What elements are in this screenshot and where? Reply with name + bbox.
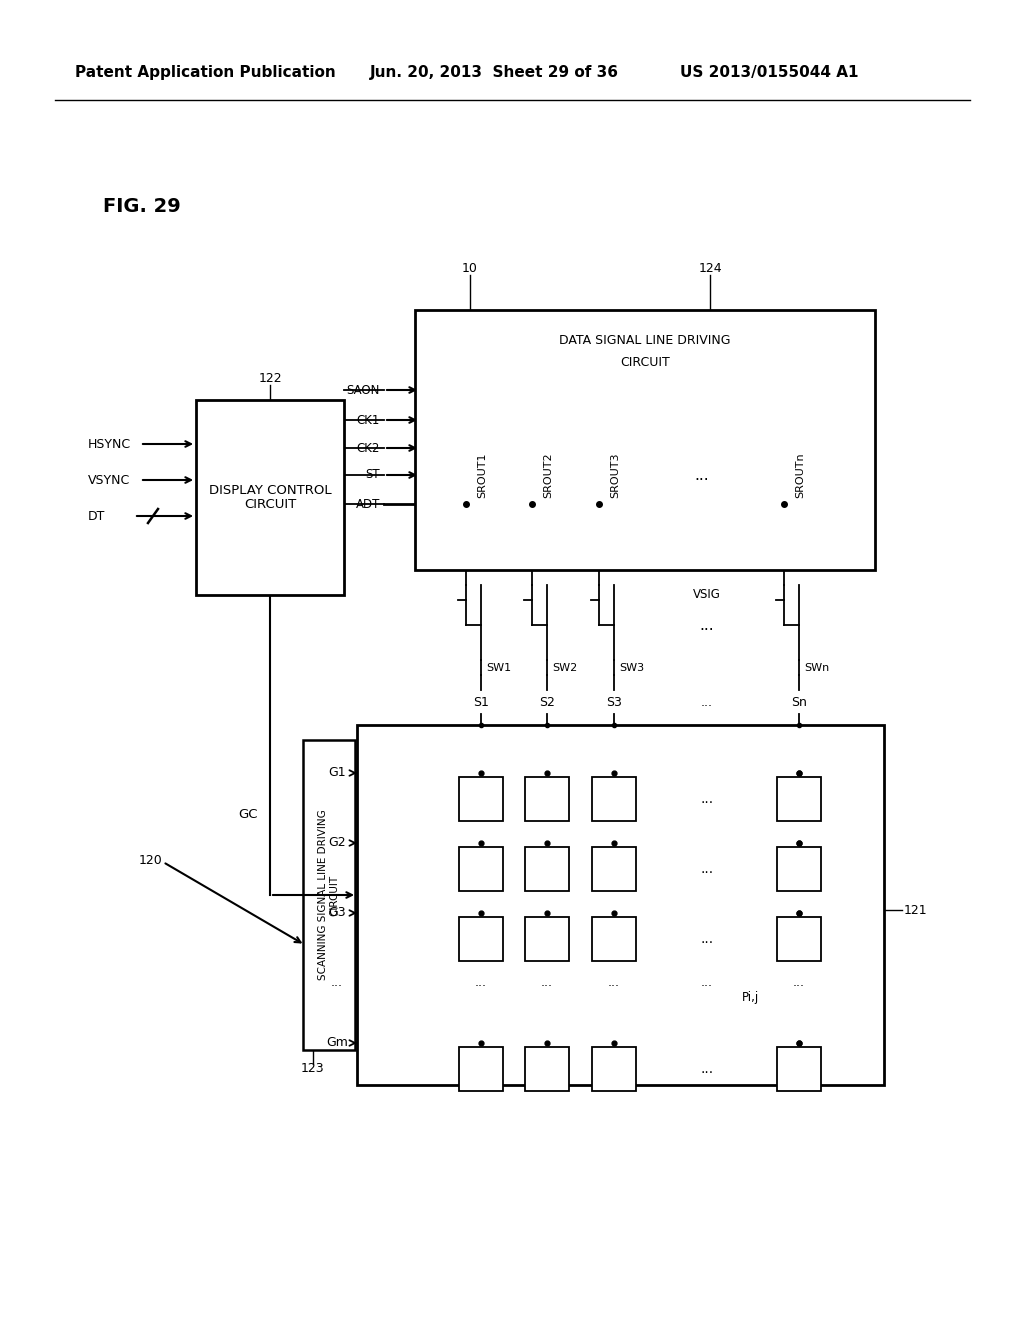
Text: DATA SIGNAL LINE DRIVING: DATA SIGNAL LINE DRIVING [559, 334, 731, 346]
Bar [592, 917, 636, 961]
Text: 122: 122 [258, 371, 282, 384]
Text: 124: 124 [698, 261, 722, 275]
Text: SW2: SW2 [552, 663, 578, 673]
Text: ...: ... [331, 977, 343, 990]
Text: SROUTn: SROUTn [795, 453, 805, 498]
Bar [525, 1047, 569, 1092]
Bar [592, 1047, 636, 1092]
Bar [196, 400, 344, 595]
Text: ...: ... [694, 467, 710, 483]
Text: VSYNC: VSYNC [88, 474, 130, 487]
Text: ...: ... [700, 792, 714, 807]
Text: SROUT1: SROUT1 [477, 453, 487, 498]
Text: G2: G2 [328, 837, 346, 850]
Bar [525, 777, 569, 821]
Text: 123: 123 [301, 1061, 325, 1074]
Text: SROUT3: SROUT3 [610, 453, 620, 498]
Text: SW3: SW3 [618, 663, 644, 673]
Text: SROUT2: SROUT2 [543, 453, 553, 498]
Text: SAON: SAON [347, 384, 380, 396]
Text: ...: ... [700, 932, 714, 946]
Bar [777, 777, 821, 821]
Text: S2: S2 [539, 696, 555, 709]
Text: G3: G3 [328, 907, 346, 920]
Bar [459, 847, 503, 891]
Text: ...: ... [475, 977, 487, 990]
Text: Sn: Sn [792, 696, 807, 709]
Text: Patent Application Publication: Patent Application Publication [75, 65, 336, 79]
Text: Pi,j: Pi,j [742, 991, 759, 1005]
Text: CK1: CK1 [356, 413, 380, 426]
Text: ...: ... [701, 696, 713, 709]
Text: HSYNC: HSYNC [88, 437, 131, 450]
Text: US 2013/0155044 A1: US 2013/0155044 A1 [680, 65, 858, 79]
Text: 120: 120 [138, 854, 162, 866]
Bar [525, 917, 569, 961]
Text: DT: DT [88, 510, 105, 523]
Text: ...: ... [541, 977, 553, 990]
Bar [303, 741, 355, 1049]
Text: ST: ST [366, 469, 380, 482]
Bar [592, 777, 636, 821]
Text: SWn: SWn [804, 663, 829, 673]
Text: ...: ... [701, 977, 713, 990]
Text: S1: S1 [473, 696, 488, 709]
Text: CK2: CK2 [356, 441, 380, 454]
Text: VSIG: VSIG [693, 589, 721, 602]
Bar [357, 725, 884, 1085]
Bar [525, 847, 569, 891]
Text: ...: ... [700, 862, 714, 876]
Bar [777, 917, 821, 961]
Bar [459, 917, 503, 961]
Text: ...: ... [793, 977, 805, 990]
Text: SW1: SW1 [486, 663, 511, 673]
Bar [777, 1047, 821, 1092]
Text: S3: S3 [606, 696, 622, 709]
Text: ...: ... [699, 618, 715, 632]
Bar [459, 1047, 503, 1092]
Bar [592, 847, 636, 891]
Text: ...: ... [608, 977, 620, 990]
Text: Gm: Gm [326, 1036, 348, 1049]
Text: G1: G1 [328, 767, 346, 780]
Text: FIG. 29: FIG. 29 [103, 198, 181, 216]
Text: GC: GC [239, 808, 258, 821]
Bar [777, 847, 821, 891]
Text: 121: 121 [904, 903, 928, 916]
Text: DISPLAY CONTROL
CIRCUIT: DISPLAY CONTROL CIRCUIT [209, 483, 332, 511]
Text: ADT: ADT [355, 498, 380, 511]
Text: Jun. 20, 2013  Sheet 29 of 36: Jun. 20, 2013 Sheet 29 of 36 [370, 65, 618, 79]
Bar [415, 310, 874, 570]
Text: ...: ... [700, 1063, 714, 1076]
Text: 10: 10 [462, 261, 478, 275]
Bar [459, 777, 503, 821]
Text: SCANNING SIGNAL LINE DRIVING
CIRCUIT: SCANNING SIGNAL LINE DRIVING CIRCUIT [318, 809, 340, 981]
Text: CIRCUIT: CIRCUIT [621, 355, 670, 368]
